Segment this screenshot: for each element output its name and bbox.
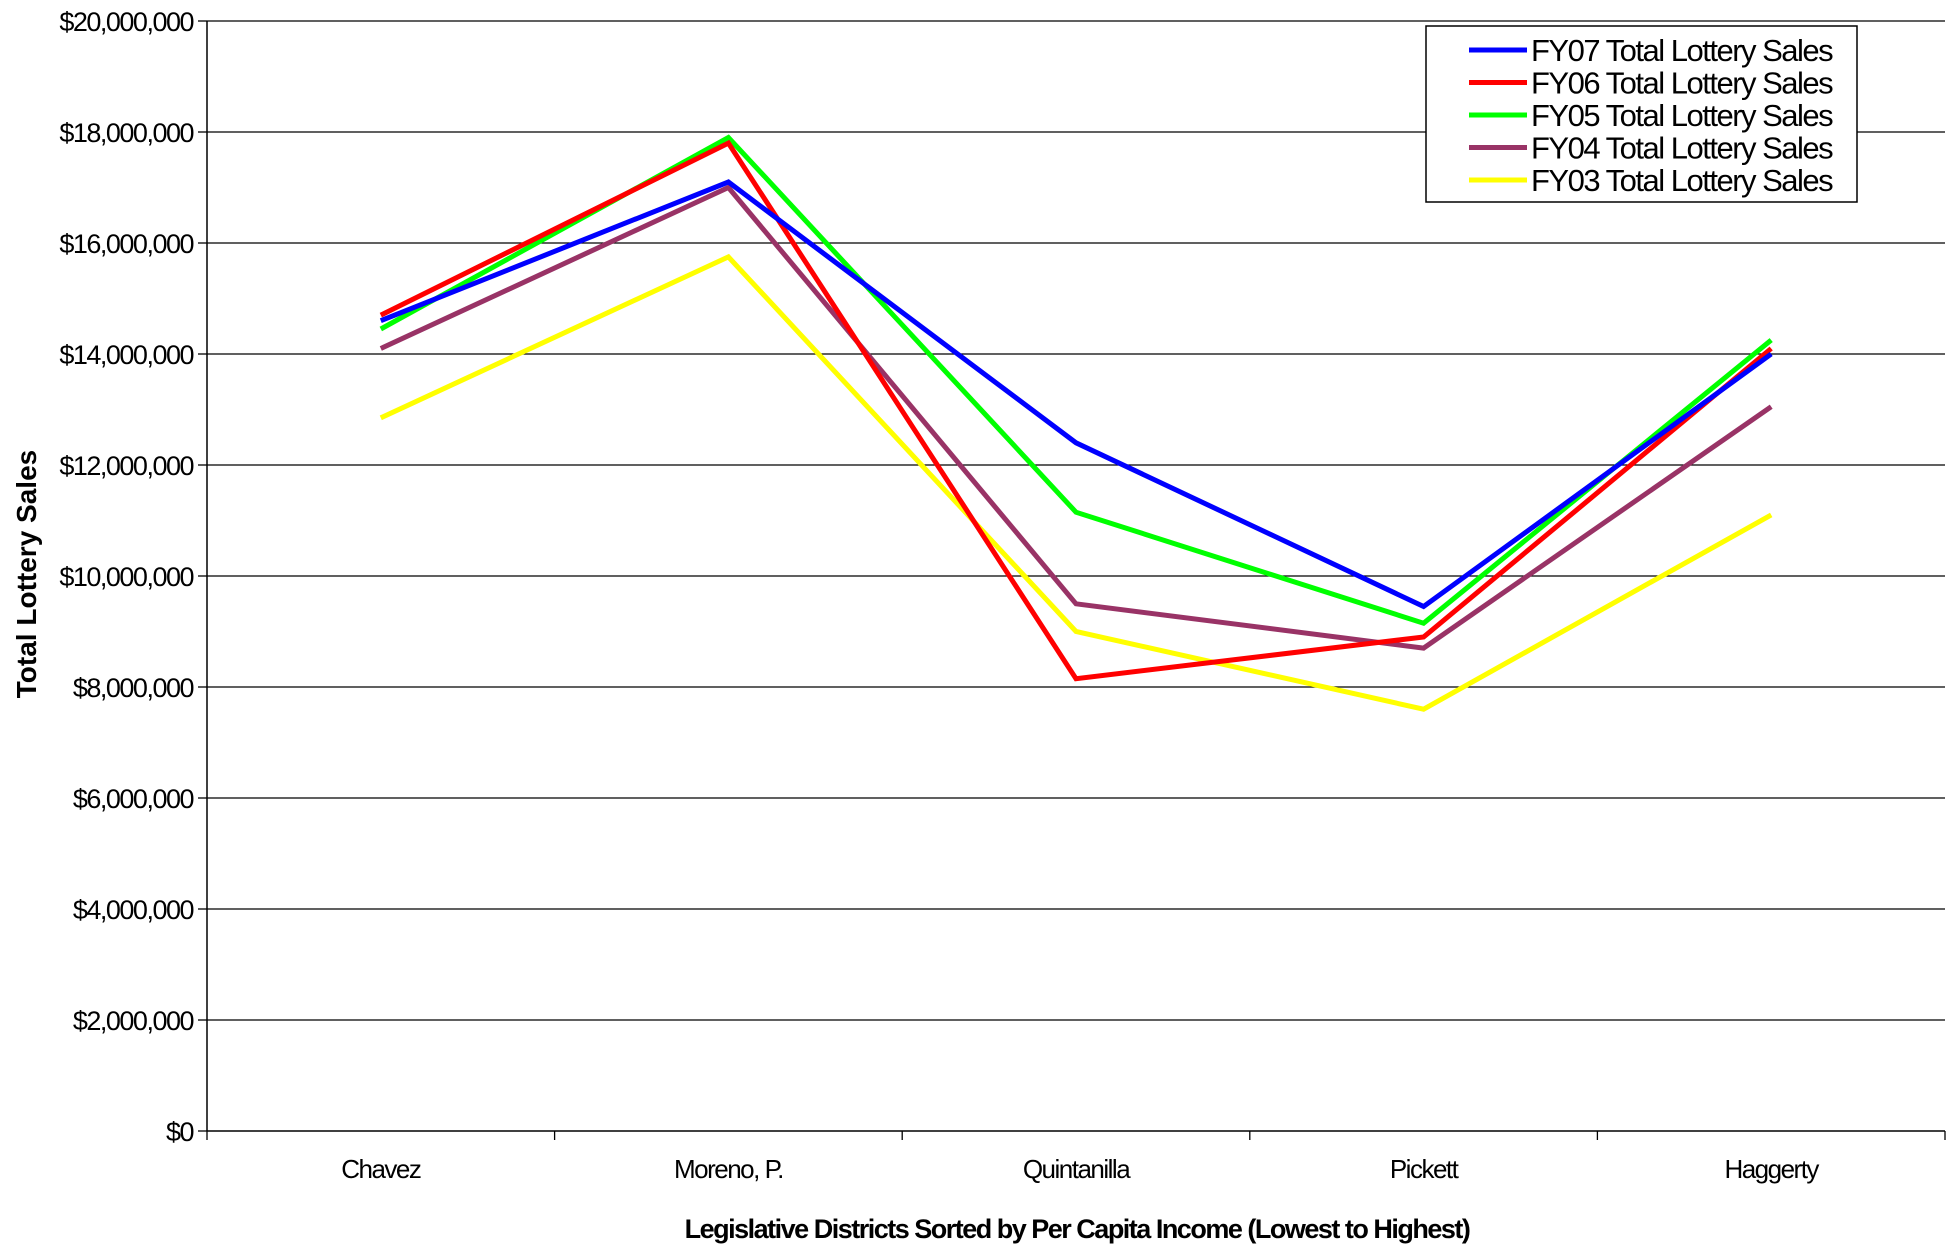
gridlines [207,20,1945,1021]
legend-label: FY06 Total Lottery Sales [1531,66,1833,101]
y-tick-label: $12,000,000 [59,451,193,481]
y-tick-label: $8,000,000 [73,673,194,703]
y-tick-label: $0 [166,1117,194,1147]
y-tick-label: $10,000,000 [59,562,193,592]
x-axis-title: Legislative Districts Sorted by Per Capi… [685,1214,1470,1244]
legend-label: FY04 Total Lottery Sales [1531,131,1833,166]
x-tick-label: Chavez [341,1154,421,1184]
y-tick-label: $2,000,000 [73,1006,194,1036]
x-tick-label: Haggerty [1724,1154,1819,1184]
series-line [379,179,1773,610]
legend-label: FY07 Total Lottery Sales [1531,33,1833,68]
legend-label: FY03 Total Lottery Sales [1531,163,1833,198]
y-tick-label: $18,000,000 [59,118,193,148]
tick-labels: $0 $2,000,000 $4,000,000 $6,000,000 $8,000,0… [59,7,1821,1184]
y-tick-label: $16,000,000 [59,229,193,259]
series-line [379,139,1773,682]
x-tick-label: Pickett [1390,1154,1460,1184]
series-line [379,184,1773,651]
series-line [379,253,1773,712]
y-tick-label: $6,000,000 [73,784,194,814]
y-tick-label: $4,000,000 [73,895,194,925]
axes [198,20,1946,1140]
series-lines [379,134,1773,712]
y-axis-title: Total Lottery Sales [11,450,42,698]
x-tick-label: Moreno, P. [674,1154,783,1184]
y-tick-label: $20,000,000 [59,7,193,37]
x-tick-label: Quintanilla [1023,1154,1131,1184]
y-tick-label: $14,000,000 [59,340,193,370]
legend-label: FY05 Total Lottery Sales [1531,98,1833,133]
